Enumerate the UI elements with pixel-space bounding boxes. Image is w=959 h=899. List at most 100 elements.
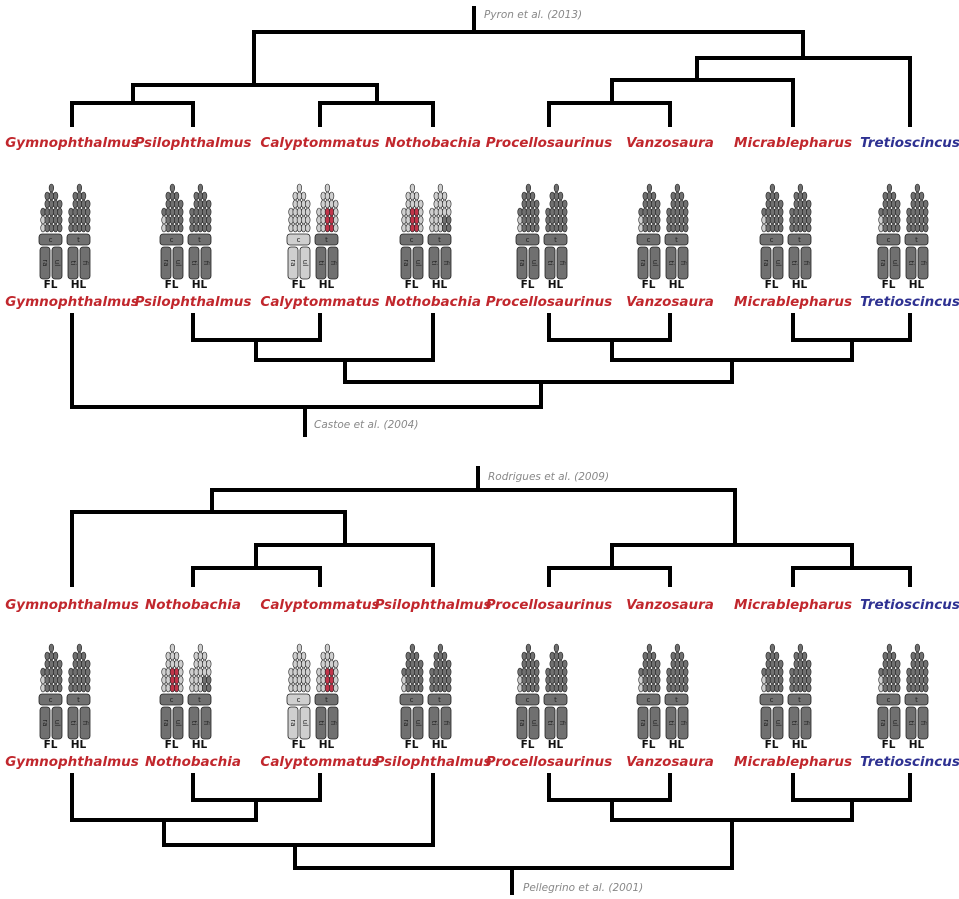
- phalanx: [85, 207, 91, 217]
- long-bone: [67, 246, 79, 280]
- phalanx: [206, 207, 212, 217]
- phalanx: [305, 199, 311, 209]
- phalanx: [333, 199, 339, 209]
- bone-label: ra: [518, 259, 526, 266]
- bone-label: t: [198, 236, 201, 244]
- long-bone: [200, 246, 212, 280]
- phalanx: [655, 667, 661, 677]
- phalanx: [446, 223, 452, 233]
- carpal: [427, 233, 452, 246]
- carpal: [187, 693, 212, 706]
- long-bone: [39, 706, 51, 740]
- phalanx: [806, 667, 812, 677]
- phalanx: [914, 183, 921, 193]
- bone-label: fi: [442, 721, 450, 725]
- phalanx: [890, 191, 897, 201]
- bone-label: fi: [202, 261, 210, 265]
- phalanx: [562, 207, 568, 217]
- phalanx: [305, 207, 311, 217]
- tree-panel: Pyron et al. (2013) Castoe et al. (2004) G…: [5, 6, 959, 437]
- phalanx: [333, 659, 339, 669]
- bone-label: t: [77, 696, 80, 704]
- phalanx: [52, 651, 59, 661]
- bone-label: ra: [402, 259, 410, 266]
- phalanx: [895, 667, 901, 677]
- phalanx: [85, 215, 91, 225]
- bone-label: ti: [69, 721, 77, 726]
- bone-label: c: [170, 236, 174, 244]
- phalanx: [446, 199, 452, 209]
- long-bone: [287, 706, 299, 740]
- phalanx: [446, 675, 452, 685]
- bone-label: c: [770, 236, 774, 244]
- long-bone: [440, 706, 452, 740]
- taxon-name: Nothobachia: [385, 294, 481, 310]
- bone-label: fi: [802, 721, 810, 725]
- limb-label: HL: [319, 739, 335, 751]
- long-bone: [315, 246, 327, 280]
- bone-label: ti: [790, 721, 798, 726]
- bone-label: c: [647, 236, 651, 244]
- phalanx: [646, 183, 653, 193]
- phalanx: [85, 683, 91, 693]
- phalanx: [178, 207, 184, 217]
- long-bone: [79, 706, 91, 740]
- phalanx: [674, 643, 681, 653]
- phalanx: [305, 223, 311, 233]
- bone-label: c: [887, 236, 891, 244]
- phalanx: [655, 207, 661, 217]
- taxon-name: Calyptommatus: [260, 294, 379, 310]
- phalanx: [683, 199, 689, 209]
- phalanx: [797, 183, 804, 193]
- taxon-name: Gymnophthalmus: [5, 754, 139, 770]
- phalanx: [57, 207, 63, 217]
- long-bone: [428, 706, 440, 740]
- source-label: Pyron et al. (2013): [484, 9, 582, 21]
- phalanx: [178, 667, 184, 677]
- taxon-name: Micrablepharus: [734, 135, 852, 151]
- limb-label: FL: [882, 739, 896, 751]
- carpal: [38, 693, 63, 706]
- bone-label: fi: [802, 261, 810, 265]
- phalanx: [886, 643, 893, 653]
- bone-label: c: [297, 236, 301, 244]
- phalanx: [57, 223, 63, 233]
- phalanx: [525, 183, 532, 193]
- limb-label: FL: [292, 279, 306, 291]
- phalanx: [409, 183, 416, 193]
- long-bone: [544, 706, 556, 740]
- bone-label: fi: [202, 721, 210, 725]
- phalanx: [197, 643, 203, 653]
- bone-label: fi: [329, 261, 337, 265]
- phalanx: [806, 675, 812, 685]
- limb-label: HL: [792, 279, 808, 291]
- phalanx: [202, 651, 208, 661]
- taxon-name: Procellosaurinus: [486, 754, 612, 770]
- bone-label: ul: [174, 260, 182, 266]
- phalanx: [534, 223, 540, 233]
- source-label: Castoe et al. (2004): [314, 419, 418, 431]
- phalanx: [562, 223, 568, 233]
- long-bone: [51, 706, 63, 740]
- phalanx: [85, 659, 91, 669]
- long-bone: [428, 246, 440, 280]
- carpal: [787, 233, 812, 246]
- phalanx: [562, 215, 568, 225]
- phalanx: [57, 683, 63, 693]
- carpal: [759, 233, 784, 246]
- taxon-name: Vanzosaura: [626, 135, 714, 151]
- phalanx: [76, 183, 82, 193]
- limb-label: FL: [405, 739, 419, 751]
- long-bone: [516, 706, 528, 740]
- long-bone: [556, 246, 568, 280]
- source-label: Pellegrino et al. (2001): [523, 882, 643, 894]
- carpal: [159, 693, 184, 706]
- phalanx: [778, 215, 784, 225]
- phalanx: [446, 207, 452, 217]
- bone-label: ul: [53, 720, 61, 726]
- bone-label: ul: [301, 260, 309, 266]
- carpal: [66, 693, 91, 706]
- phalanx: [923, 199, 929, 209]
- phalanx: [197, 183, 203, 193]
- long-bone: [905, 706, 917, 740]
